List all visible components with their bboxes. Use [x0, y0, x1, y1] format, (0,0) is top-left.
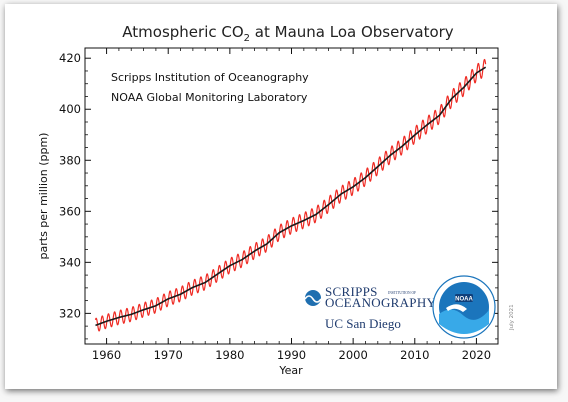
scripps-logo-line1: SCRIPPS	[325, 284, 378, 299]
y-tick-label: 380	[59, 153, 81, 167]
annotation-noaa: NOAA Global Monitoring Laboratory	[111, 91, 308, 104]
y-tick-label: 420	[59, 51, 81, 65]
chart-title: Atmospheric CO2 at Mauna Loa Observatory	[122, 23, 454, 44]
x-tick-label: 2000	[339, 348, 368, 362]
y-tick-label: 400	[59, 102, 81, 116]
ucsd-logo: UC San Diego	[325, 316, 401, 331]
scripps-wave-icon	[304, 290, 322, 306]
y-axis-label: parts per million (ppm)	[37, 133, 50, 260]
noaa-logo-text: NOAA	[455, 297, 473, 303]
x-tick-label: 1960	[92, 348, 121, 362]
y-axis: 320 340 360 380 400 420	[59, 51, 498, 340]
x-axis: 1960 1970 1980 1990 2000 2010 2020	[92, 48, 491, 362]
x-axis-label: Year	[278, 364, 303, 377]
x-tick-label: 1970	[154, 348, 183, 362]
trend-series	[95, 66, 487, 327]
y-tick-label: 320	[59, 306, 81, 320]
noaa-logo: NOAA	[432, 275, 496, 339]
co2-chart: Atmospheric CO2 at Mauna Loa Observatory…	[37, 23, 515, 377]
x-tick-label: 2020	[462, 348, 491, 362]
y-tick-label: 360	[59, 204, 81, 218]
series-layer	[94, 58, 487, 332]
monthly-mean-series	[94, 58, 487, 332]
x-tick-label: 1990	[277, 348, 306, 362]
x-tick-label: 1980	[215, 348, 244, 362]
annotation-scripps: Scripps Institution of Oceanography	[111, 71, 309, 84]
scripps-logo-small: INSTITUTION OF	[388, 291, 416, 295]
y-tick-label: 340	[59, 255, 81, 269]
scripps-logo-line2: OCEANOGRAPHY	[325, 295, 437, 310]
x-tick-label: 2010	[400, 348, 429, 362]
chart-card: Atmospheric CO2 at Mauna Loa Observatory…	[5, 4, 557, 389]
date-note: July 2021	[509, 304, 515, 331]
scripps-logo: SCRIPPS INSTITUTION OF OCEANOGRAPHY	[304, 284, 437, 310]
